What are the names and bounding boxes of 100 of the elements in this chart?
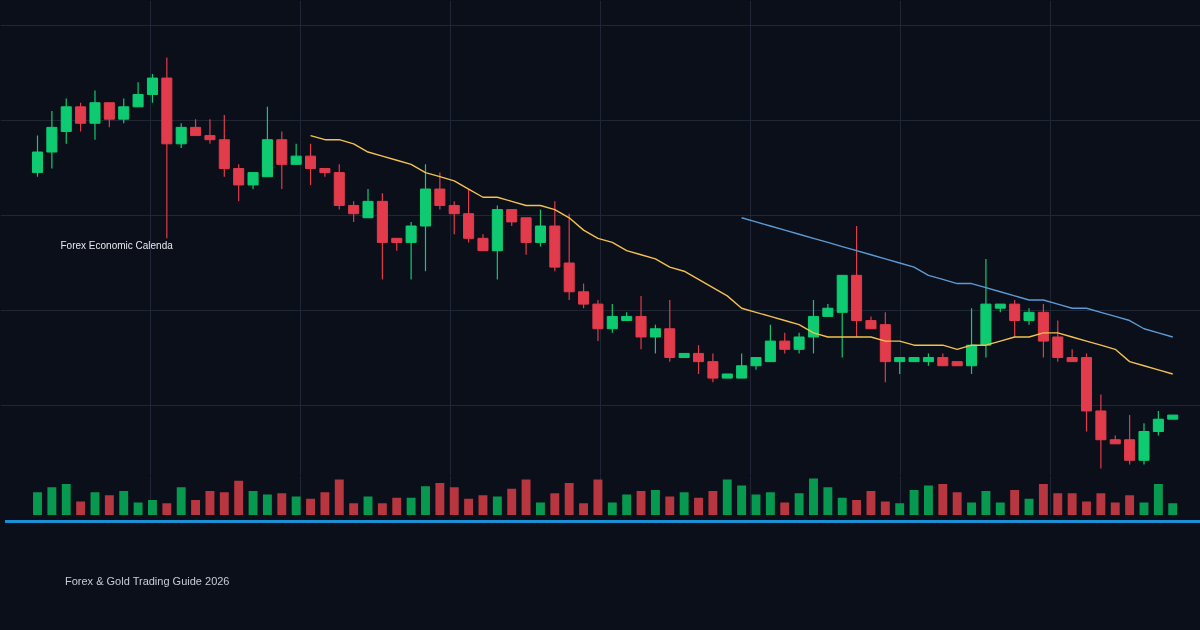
candlestick [534,208,546,248]
bar [205,491,215,515]
candlestick [736,352,748,379]
text: Forex & Gold Trading Guide 2026 [65,575,230,587]
bar [765,492,775,515]
bar [679,492,689,515]
bar [1067,493,1077,515]
bar [909,489,919,515]
candlestick [132,81,144,108]
candlestick [764,324,776,363]
candlestick [362,188,374,219]
bar [737,485,747,515]
bar [1082,501,1091,515]
bar [794,493,804,515]
annotation: Forex Economic Calenda [60,239,174,251]
bar [995,502,1005,515]
candlestick [75,102,87,133]
candlestick [290,143,302,165]
bar [722,479,732,515]
candlestick [793,332,805,355]
candlestick [966,307,978,375]
candlestick [1124,414,1136,465]
bar [406,497,416,515]
candlestick [1152,410,1164,437]
bar [47,487,57,515]
bar [967,502,976,515]
bar [449,487,459,515]
candlestick [578,282,590,309]
bar [593,479,603,515]
candlestick [204,118,216,145]
bar [650,489,660,515]
bar [880,501,890,515]
candlestick [175,122,187,149]
bar [262,494,272,515]
bar [521,479,531,515]
bar [277,493,287,515]
bar [895,503,905,515]
bar [923,485,933,515]
bar [507,488,517,515]
bar [349,503,359,515]
candlestick [348,200,360,223]
candlestick [103,102,115,128]
bar [306,498,315,515]
candlestick [635,295,647,350]
candlestick [118,98,130,124]
bar [377,503,387,515]
bar [837,497,847,515]
bar [708,491,718,515]
bar [952,492,962,515]
bar [1125,495,1135,515]
bar [1096,493,1106,515]
bar [636,491,646,515]
bar [334,479,344,515]
bar [550,493,560,515]
bar [751,494,761,515]
bar [564,482,574,515]
bar [133,502,143,515]
candlestick [1066,348,1078,363]
bar [119,491,129,515]
bar [823,487,833,515]
candlestick [89,89,101,141]
bar [579,503,589,515]
bar [76,501,86,515]
candlestick [405,221,417,281]
candlestick [606,303,618,334]
candlestick [649,324,661,355]
bar [981,491,991,515]
bar [1053,493,1063,515]
candlestick [233,163,245,202]
candlestick [146,73,158,104]
bar [176,487,186,515]
bar [435,482,445,515]
bar [61,484,71,515]
bar [90,492,100,515]
bar [852,499,862,515]
bar [809,478,818,515]
bar [464,498,474,515]
bar [162,503,172,515]
bar [33,492,42,515]
bar [780,502,790,515]
candlestick [779,332,791,355]
candlestick [448,200,460,235]
bar [421,486,430,515]
bar [1010,489,1020,515]
candlestick [1009,299,1021,338]
bar [1110,502,1120,515]
bar [104,495,114,515]
bar [392,497,402,515]
candlestick [31,134,44,178]
candlestick [305,143,317,186]
bar [1038,484,1048,515]
bar [191,499,201,515]
bar [148,499,157,515]
bar [320,492,330,515]
bar [607,502,617,515]
candlestick [434,171,446,211]
bar [234,480,244,515]
bar [536,502,545,515]
bar [694,497,703,515]
bar [665,496,675,515]
